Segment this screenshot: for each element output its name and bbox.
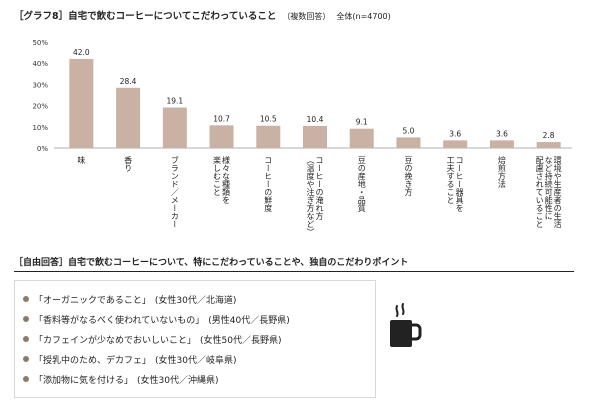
answer-respondent: (女性30代／沖縄県) xyxy=(137,375,219,386)
data-label: 28.4 xyxy=(120,77,137,86)
bullet-icon xyxy=(23,316,29,322)
bar xyxy=(303,125,327,148)
freeform-answer-list: 「オーガニックであること」 (女性30代／北海道) 「香料等がなるべく使われてい… xyxy=(14,280,376,398)
x-tick-label: 豆の挽き方 xyxy=(404,156,413,197)
x-tick-label: 香り xyxy=(124,155,133,172)
freeform-header: ［自由回答］自宅で飲むコーヒーについて、特にこだわっていることや、独自のこだわり… xyxy=(14,255,574,272)
y-tick-label: 50% xyxy=(32,39,48,47)
x-tick-label: 工夫すること xyxy=(446,156,455,204)
answer-respondent: (女性30代／北海道) xyxy=(154,295,237,306)
freeform-title: 自宅で飲むコーヒーについて、特にこだわっていることや、独自のこだわりポイント xyxy=(68,258,409,268)
bar xyxy=(536,142,561,148)
y-tick-label: 10% xyxy=(32,124,48,132)
answer-respondent: (女性50代／長野県) xyxy=(200,335,282,346)
chart-tag: ［グラフ8］ xyxy=(14,11,69,22)
chart-subtitle: （複数回答） xyxy=(282,12,331,21)
y-tick-label: 40% xyxy=(32,60,48,68)
x-tick-label: 配慮されていること xyxy=(535,156,544,228)
answer-item: 「添加物に気を付ける」 (女性30代／沖縄県) xyxy=(23,369,369,389)
x-tick-label: など持続可能性に xyxy=(544,156,553,220)
answer-item: 「香料等がなるべく使われていないもの」 (男性40代／長野県) xyxy=(23,309,369,329)
data-label: 10.5 xyxy=(260,115,277,124)
x-tick-label: 焙煎方法 xyxy=(497,155,506,189)
bar xyxy=(396,137,421,148)
bullet-icon xyxy=(23,376,29,382)
bar xyxy=(209,125,234,148)
x-tick-label: コーヒーの淹れ方 xyxy=(315,156,324,221)
x-tick-label: （温度や注ぎ方など） xyxy=(306,156,315,236)
bullet-icon xyxy=(23,336,29,342)
data-label: 42.0 xyxy=(73,48,90,57)
answer-quote: 「添加物に気を付ける」 xyxy=(34,375,134,386)
data-label: 19.1 xyxy=(166,97,183,106)
bar xyxy=(162,107,187,148)
answer-item: 「授乳中のため、デカフェ」 (女性30代／岐阜県) xyxy=(23,349,369,369)
answer-quote: 「授乳中のため、デカフェ」 xyxy=(34,355,152,366)
data-label: 10.7 xyxy=(213,114,230,123)
x-tick-label: 味 xyxy=(77,155,86,165)
x-tick-label: コーヒーの鮮度 xyxy=(264,156,273,213)
y-tick-label: 30% xyxy=(32,81,48,89)
x-tick-label: 楽しむこと xyxy=(213,155,222,196)
x-tick-label: 豆の産地・品質 xyxy=(357,156,366,213)
answer-quote: 「オーガニックであること」 xyxy=(34,295,151,306)
coffee-cup-icon xyxy=(390,303,422,347)
bar xyxy=(69,58,94,148)
bar xyxy=(256,125,281,148)
bullet-icon xyxy=(23,356,29,362)
answer-item: 「カフェインが少なめでおいしいこと」 (女性50代／長野県) xyxy=(23,329,369,349)
bar xyxy=(489,140,514,148)
bullet-icon xyxy=(23,296,29,302)
answer-respondent: (女性30代／岐阜県) xyxy=(155,355,237,366)
data-label: 3.6 xyxy=(449,129,461,138)
bar xyxy=(116,87,141,148)
data-label: 3.6 xyxy=(496,129,508,138)
y-tick-label: 20% xyxy=(32,103,48,111)
bar xyxy=(349,128,374,148)
data-label: 5.0 xyxy=(402,126,414,135)
data-label: 2.8 xyxy=(543,131,555,140)
x-tick-label: 環境や生産者の生活 xyxy=(553,156,562,229)
chart-total: 全体(n=4700) xyxy=(336,12,391,21)
x-tick-label: ブランド／メーカー xyxy=(170,155,179,228)
answer-respondent: (男性40代／長野県) xyxy=(208,315,290,326)
x-tick-label: 様々な種類を xyxy=(222,155,231,204)
data-label: 9.1 xyxy=(356,118,368,127)
answer-quote: 「カフェインが少なめでおいしいこと」 xyxy=(34,335,197,346)
y-tick-label: 0% xyxy=(37,145,48,153)
answer-quote: 「香料等がなるべく使われていないもの」 xyxy=(34,315,205,326)
bar xyxy=(443,140,468,148)
answer-item: 「オーガニックであること」 (女性30代／北海道) xyxy=(23,289,369,309)
freeform-tag: ［自由回答］ xyxy=(14,258,69,268)
chart-title: 自宅で飲むコーヒーについてこだわっていること xyxy=(68,11,277,22)
x-tick-label: コーヒー器具を xyxy=(455,156,464,212)
chart-header: ［グラフ8］自宅で飲むコーヒーについてこだわっていること （複数回答） 全体(n=4… xyxy=(14,8,574,24)
bar-chart: 0% 10% 20% 30% 40% 50% 42.0 味 28.4 香り 19.1 ブランド／メーカ… xyxy=(32,39,572,236)
data-label: 10.4 xyxy=(307,115,324,124)
